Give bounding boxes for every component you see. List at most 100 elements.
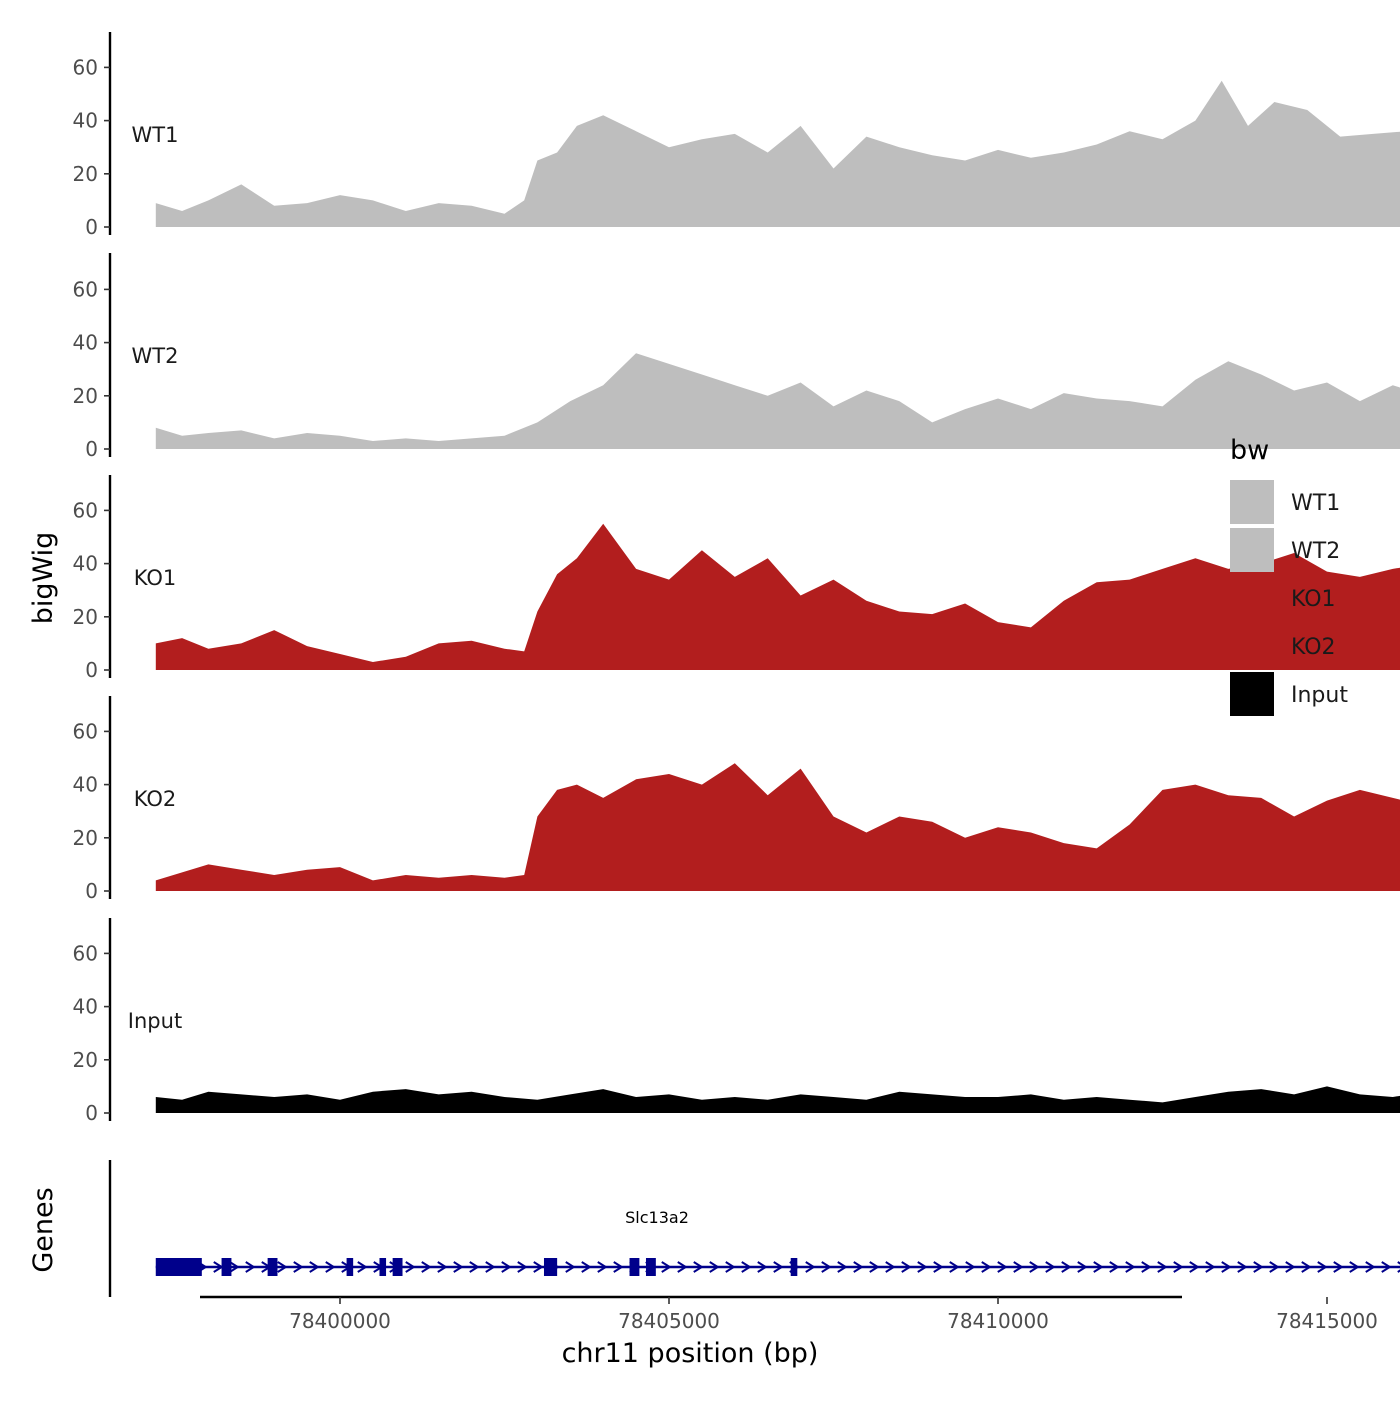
strand-arrow — [757, 1261, 768, 1273]
strand-arrow — [709, 1261, 720, 1273]
exon — [543, 1258, 558, 1276]
strand-arrow — [437, 1261, 448, 1273]
strand-arrow — [565, 1261, 576, 1273]
strand-arrow — [1013, 1261, 1024, 1273]
strand-arrow — [821, 1261, 832, 1273]
gene-slc13a2: Slc13a2 — [155, 1208, 1400, 1276]
strand-arrow — [277, 1261, 288, 1273]
strand-arrow — [1141, 1261, 1152, 1273]
strand-arrow — [741, 1261, 752, 1273]
y-tick-label: 0 — [85, 879, 98, 903]
exon — [629, 1258, 640, 1276]
strand-arrow — [773, 1261, 784, 1273]
area-input — [155, 1086, 1400, 1113]
strand-arrow — [917, 1261, 928, 1273]
strand-arrow — [325, 1261, 336, 1273]
track-label: KO1 — [134, 566, 177, 590]
x-tick-label: 78415000 — [1276, 1309, 1378, 1333]
strand-arrow — [661, 1261, 672, 1273]
track-wt2: 0 20 40 60 WT2 — [73, 253, 1400, 461]
gene-name-label: Slc13a2 — [625, 1208, 689, 1227]
legend-label-wt2: WT2 — [1291, 539, 1340, 564]
strand-arrow — [293, 1261, 304, 1273]
strand-arrow — [1253, 1261, 1264, 1273]
strand-arrow — [1221, 1261, 1232, 1273]
strand-arrow — [1157, 1261, 1168, 1273]
strand-arrow — [469, 1261, 480, 1273]
track-wt1: 0 20 40 60 WT1 — [73, 32, 1400, 239]
track-label: Input — [128, 1009, 182, 1033]
legend-label-input: Input — [1291, 683, 1348, 708]
strand-arrow — [405, 1261, 416, 1273]
strand-arrow — [1189, 1261, 1200, 1273]
strand-arrow — [949, 1261, 960, 1273]
strand-arrow — [693, 1261, 704, 1273]
exon — [645, 1258, 656, 1276]
y-tick-label: 20 — [73, 826, 98, 850]
legend-swatch-wt2 — [1230, 528, 1274, 572]
strand-arrow — [1045, 1261, 1056, 1273]
exon — [221, 1258, 232, 1276]
strand-arrow — [245, 1261, 256, 1273]
strand-arrow — [981, 1261, 992, 1273]
strand-arrow — [1237, 1261, 1248, 1273]
strand-arrow — [1349, 1261, 1360, 1273]
exon — [790, 1258, 798, 1276]
exon — [379, 1258, 387, 1276]
strand-arrow — [517, 1261, 528, 1273]
y-tick-label: 40 — [73, 331, 98, 355]
y-tick-label: 0 — [85, 1101, 98, 1125]
strand-arrow — [1029, 1261, 1040, 1273]
strand-arrow — [533, 1261, 544, 1273]
strand-arrow — [1077, 1261, 1088, 1273]
strand-arrow — [1109, 1261, 1120, 1273]
legend-swatch-wt1 — [1230, 480, 1274, 524]
strand-arrow — [1061, 1261, 1072, 1273]
strand-arrow — [421, 1261, 432, 1273]
legend-label-ko2: KO2 — [1291, 635, 1336, 660]
track-label: KO2 — [134, 787, 177, 811]
legend-label-ko1: KO1 — [1291, 587, 1336, 612]
y-tick-label: 60 — [73, 277, 98, 301]
strand-arrow — [1333, 1261, 1344, 1273]
strand-arrow — [965, 1261, 976, 1273]
x-tick-label: 78405000 — [618, 1309, 720, 1333]
y-tick-label: 20 — [73, 605, 98, 629]
strand-arrow — [901, 1261, 912, 1273]
area-wt1 — [155, 80, 1400, 227]
track-ko1: 0 20 40 60 KO1 — [73, 475, 1400, 682]
track-input: 0 20 40 60 Input — [73, 918, 1400, 1125]
y-tick-label: 40 — [73, 552, 98, 576]
y-tick-label: 0 — [85, 437, 98, 461]
x-axis-title: chr11 position (bp) — [562, 1338, 819, 1369]
exon — [392, 1258, 403, 1276]
strand-arrow — [677, 1261, 688, 1273]
strand-arrow — [869, 1261, 880, 1273]
strand-arrow — [1093, 1261, 1104, 1273]
y-tick-label: 0 — [85, 215, 98, 239]
area-ko1 — [155, 523, 1400, 670]
y-tick-label: 60 — [73, 55, 98, 79]
track-ko2: 0 20 40 60 KO2 — [73, 696, 1400, 903]
strand-arrow — [805, 1261, 816, 1273]
legend-swatch-input — [1230, 672, 1274, 716]
strand-arrow — [229, 1261, 240, 1273]
x-tick-label: 78400000 — [289, 1309, 391, 1333]
genes-axis-title: Genes — [28, 1187, 59, 1272]
y-tick-label: 20 — [73, 1048, 98, 1072]
strand-arrow — [1125, 1261, 1136, 1273]
y-tick-label: 60 — [73, 498, 98, 522]
y-tick-label: 20 — [73, 162, 98, 186]
legend: bw WT1 WT2 KO1 KO2 Input — [1230, 435, 1348, 716]
strand-arrow — [485, 1261, 496, 1273]
strand-arrow — [357, 1261, 368, 1273]
strand-arrow — [1205, 1261, 1216, 1273]
strand-arrow — [501, 1261, 512, 1273]
track-label: WT1 — [132, 123, 179, 147]
y-tick-label: 40 — [73, 109, 98, 133]
strand-arrow — [597, 1261, 608, 1273]
coverage-tracks: 0 20 40 60 WT1 0 20 40 60 WT2 0 20 40 60 KO1 0 20 40 60 KO2… — [73, 32, 1400, 1125]
strand-arrow — [1381, 1261, 1392, 1273]
